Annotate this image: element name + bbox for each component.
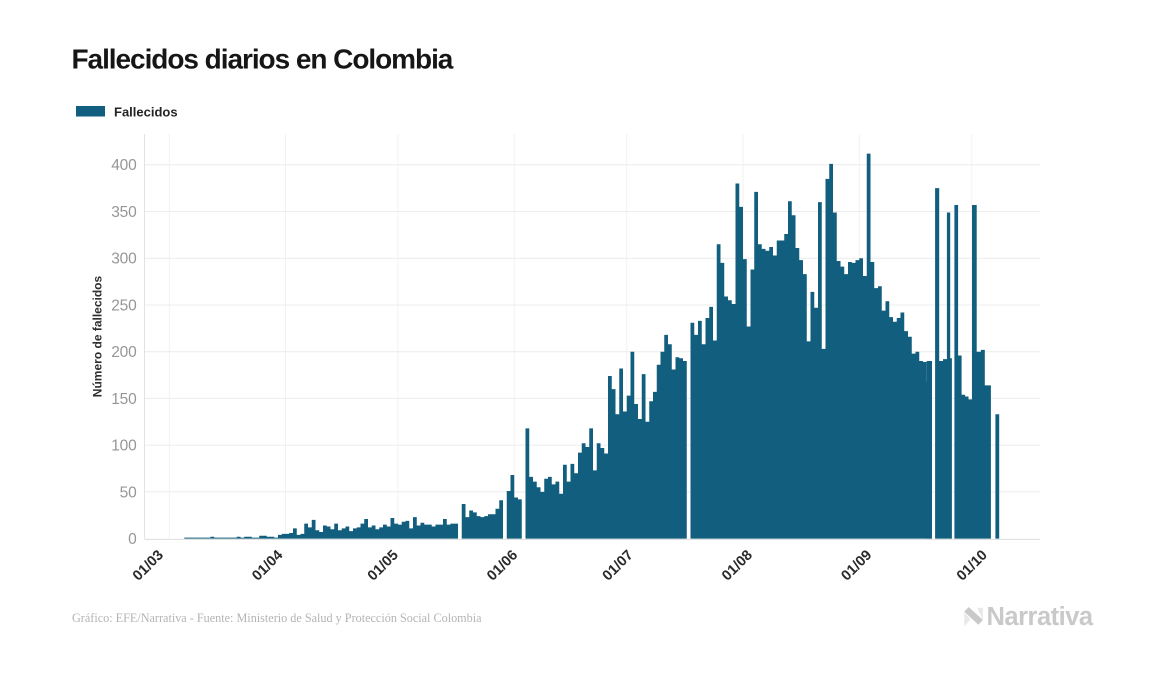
svg-text:300: 300 (111, 251, 137, 268)
svg-text:350: 350 (111, 204, 137, 221)
svg-text:400: 400 (111, 157, 137, 174)
svg-text:Fallecidos: Fallecidos (114, 105, 178, 120)
svg-text:150: 150 (111, 391, 137, 408)
svg-text:Gráfico: EFE/Narrativa - Fuent: Gráfico: EFE/Narrativa - Fuente: Ministe… (72, 611, 482, 625)
svg-text:200: 200 (111, 344, 137, 361)
svg-text:Narrativa: Narrativa (987, 603, 1094, 631)
svg-text:250: 250 (111, 297, 137, 314)
svg-text:100: 100 (111, 438, 137, 455)
svg-text:0: 0 (128, 531, 137, 548)
svg-text:50: 50 (120, 484, 137, 501)
svg-text:Fallecidos diarios en Colombia: Fallecidos diarios en Colombia (72, 44, 454, 75)
svg-text:Número de fallecidos: Número de fallecidos (91, 275, 105, 397)
